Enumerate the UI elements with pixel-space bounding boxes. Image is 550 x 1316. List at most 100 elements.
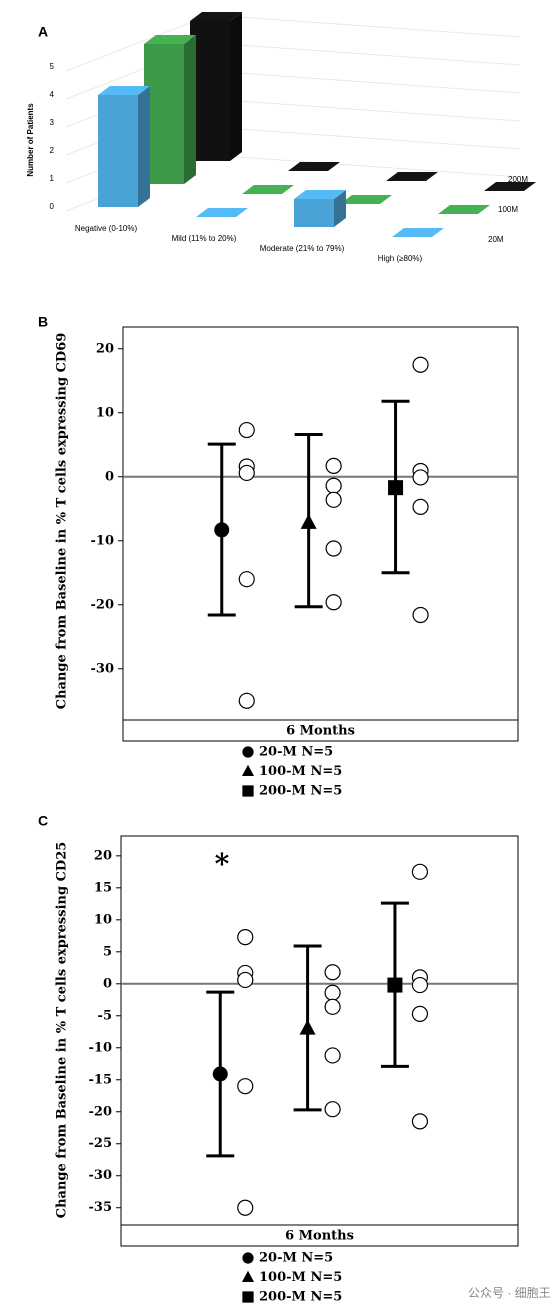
- data-point: [238, 571, 255, 588]
- y-tick-label: -20: [89, 1104, 113, 1119]
- y-tick-label: -25: [89, 1136, 113, 1151]
- grid-line: [65, 14, 521, 72]
- bar: [98, 86, 150, 207]
- legend-marker: [242, 1291, 254, 1303]
- data-point: [237, 1078, 254, 1095]
- bar-front: [190, 21, 230, 161]
- legend-marker: [242, 746, 254, 758]
- data-point: [411, 1005, 429, 1022]
- y-tick-label: 1: [50, 174, 55, 183]
- legend-label: 100-M N=5: [259, 1270, 342, 1285]
- y-tick-label: 0: [50, 202, 55, 211]
- data-point: [324, 984, 341, 1001]
- data-point: [237, 928, 254, 946]
- bar-top: [392, 228, 444, 237]
- data-point: [411, 976, 429, 994]
- legend-label: 200-M N=5: [259, 1290, 342, 1305]
- mean-marker: [387, 977, 403, 993]
- bar-top: [98, 86, 150, 95]
- data-point: [411, 863, 429, 880]
- x-tick-label: Mild (11% to 20%): [172, 234, 237, 243]
- bar-top: [144, 35, 196, 44]
- mean-marker: [388, 480, 404, 496]
- series-label: 20M: [488, 235, 504, 244]
- mean-marker: [214, 522, 230, 538]
- x-label-box: [120, 1224, 519, 1247]
- bar: [288, 162, 340, 171]
- legend-marker: [242, 1270, 254, 1282]
- bar-side: [230, 12, 242, 161]
- y-axis-title: Change from Baseline in % T cells expres…: [55, 842, 70, 1219]
- y-tick-label: -10: [91, 533, 115, 548]
- bar-top: [242, 185, 294, 194]
- y-tick-label: 0: [103, 976, 112, 991]
- x-axis-title: 6 Months: [286, 724, 355, 739]
- legend-marker: [242, 764, 254, 776]
- bar: [438, 205, 490, 214]
- legend-label: 20-M N=5: [259, 745, 333, 760]
- data-point: [325, 540, 342, 557]
- panel-label: C: [38, 813, 48, 829]
- y-tick-label: -15: [89, 1072, 113, 1087]
- y-tick-label: 10: [94, 912, 112, 927]
- bar-top: [484, 182, 536, 191]
- y-tick-label: -35: [89, 1200, 113, 1215]
- bar-front: [294, 199, 334, 227]
- bar: [392, 228, 444, 237]
- y-tick-label: -30: [91, 661, 115, 676]
- data-point: [412, 469, 429, 486]
- data-point: [412, 606, 429, 624]
- annotation: *: [215, 848, 230, 881]
- bar-front: [98, 95, 138, 207]
- y-tick-label: 20: [94, 848, 112, 863]
- legend-label: 200-M N=5: [259, 784, 342, 799]
- legend-label: 100-M N=5: [259, 764, 342, 779]
- y-tick-label: 5: [50, 62, 55, 71]
- y-tick-label: 2: [50, 146, 55, 155]
- data-point: [324, 1047, 341, 1064]
- bar-top: [294, 190, 346, 199]
- data-point: [324, 964, 341, 981]
- data-point: [238, 464, 255, 482]
- y-tick-label: 10: [96, 405, 114, 420]
- panel-label: A: [38, 24, 48, 40]
- x-tick-label: High (≥80%): [378, 254, 423, 263]
- bar-top: [438, 205, 490, 214]
- bar-front: [144, 44, 184, 184]
- bar: [242, 185, 294, 194]
- bar-top: [196, 208, 248, 217]
- bar: [484, 182, 536, 191]
- data-point: [412, 356, 429, 373]
- data-point: [412, 498, 429, 515]
- y-tick-label: -10: [89, 1040, 113, 1055]
- bar-side: [334, 190, 346, 227]
- data-point: [325, 594, 342, 611]
- data-point: [325, 457, 342, 474]
- x-tick-label: Moderate (21% to 79%): [260, 244, 345, 253]
- legend-marker: [242, 1252, 254, 1264]
- bar-top: [190, 12, 242, 21]
- x-label-box: [122, 719, 519, 742]
- y-tick-label: 4: [50, 90, 55, 99]
- data-point: [238, 421, 255, 439]
- data-point: [325, 477, 342, 494]
- bar-side: [138, 86, 150, 207]
- watermark: 公众号 · 细胞王国: [468, 1286, 550, 1300]
- y-axis-title: Change from Baseline in % T cells expres…: [55, 333, 70, 710]
- series-label: 100M: [498, 205, 518, 214]
- bar-top: [340, 195, 392, 204]
- bar: [196, 208, 248, 217]
- bar: [144, 35, 196, 184]
- bar-side: [184, 35, 196, 184]
- bar-top: [386, 172, 438, 181]
- data-point: [324, 998, 341, 1015]
- data-point: [238, 692, 255, 709]
- bar: [190, 12, 242, 161]
- y-axis-title: Number of Patients: [26, 103, 35, 177]
- data-point: [411, 1113, 429, 1130]
- bar: [294, 190, 346, 227]
- y-tick-label: -5: [98, 1008, 112, 1023]
- mean-marker: [212, 1066, 228, 1082]
